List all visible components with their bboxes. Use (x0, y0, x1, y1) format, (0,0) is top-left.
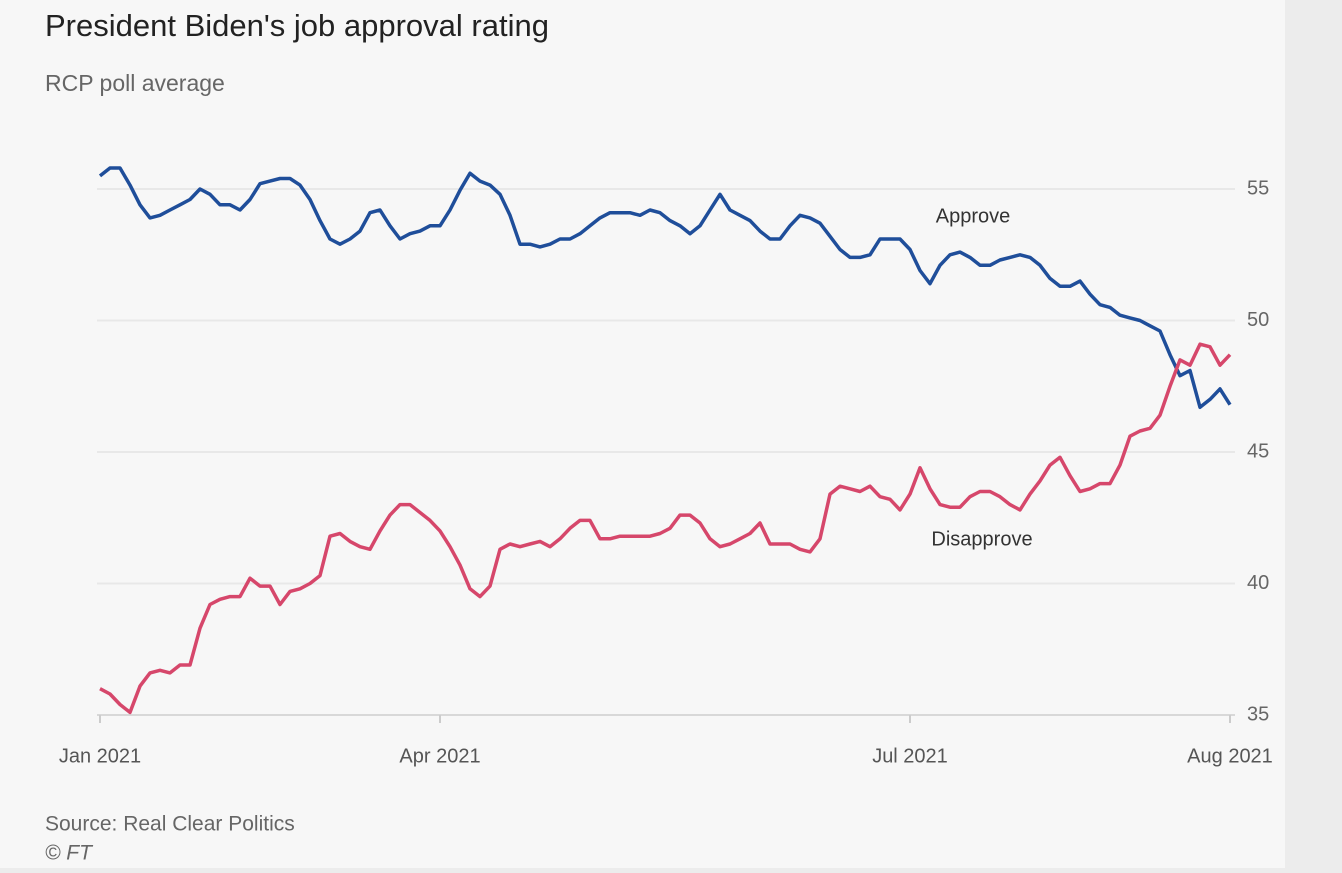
series-label: Disapprove (931, 528, 1032, 550)
y-tick-label: 40 (1247, 572, 1269, 594)
panel (0, 0, 1285, 868)
series-line (99, 342, 1232, 715)
y-tick-label: 55 (1247, 177, 1269, 199)
y-tick-label: 35 (1247, 703, 1269, 725)
x-tick-label: Aug 2021 (1187, 745, 1273, 767)
credit: © FT (45, 842, 94, 865)
x-tick-label: Jan 2021 (59, 745, 141, 767)
x-tick-label: Apr 2021 (399, 745, 480, 767)
y-tick-label: 50 (1247, 309, 1269, 331)
x-tick-label: Jul 2021 (872, 745, 948, 767)
chart-subtitle: RCP poll average (45, 70, 225, 96)
chart-title: President Biden's job approval rating (45, 8, 549, 43)
series-line (98, 166, 1232, 410)
series-label: Approve (936, 205, 1011, 227)
source: Source: Real Clear Politics (45, 813, 295, 836)
y-tick-label: 45 (1247, 440, 1269, 462)
